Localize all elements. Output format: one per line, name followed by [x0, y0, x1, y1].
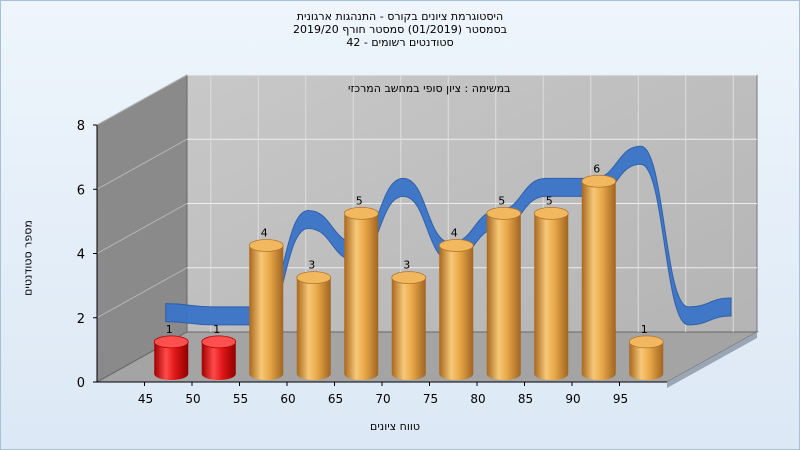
- y-tick-label: 6: [77, 183, 85, 198]
- bar-65-70: 5: [343, 194, 379, 380]
- bar-top: [533, 206, 569, 220]
- bar-value-label: 3: [403, 259, 410, 272]
- bar-95-100: 1: [628, 323, 664, 380]
- x-tick-label: 95: [613, 392, 628, 406]
- bar-60-65: 3: [296, 259, 332, 380]
- floor-edge: [667, 332, 757, 388]
- bar-body: [581, 181, 616, 380]
- gridline-side: [96, 267, 188, 319]
- bar-50-55: 1: [201, 323, 237, 380]
- x-tick-label: 60: [280, 392, 295, 406]
- bar-value-label: 1: [641, 323, 648, 336]
- bar-body: [154, 341, 189, 380]
- y-axis-label: מספר סטודנטים: [21, 220, 35, 296]
- bar-body: [486, 213, 521, 380]
- bar-body: [534, 213, 569, 380]
- bar-body: [439, 245, 474, 380]
- gridline-side: [96, 203, 188, 254]
- bar-top: [153, 335, 189, 349]
- bar-70-75: 3: [391, 259, 427, 380]
- title-line-1: היסטוגרמת ציונים בקורס - התנהגות ארגונית: [296, 10, 504, 23]
- x-tick-label: 55: [233, 392, 248, 406]
- bar-80-85: 5: [486, 194, 522, 380]
- bar-top: [296, 271, 332, 285]
- y-tick-label: 8: [77, 119, 85, 134]
- chart-title: במשימה : ציון סופי במחשב המרכזי: [348, 82, 511, 95]
- title-line-3: סטודנטים רשומים - 42: [346, 36, 454, 49]
- bar-body: [344, 213, 379, 380]
- bar-top: [391, 271, 427, 285]
- bar-85-90: 5: [533, 194, 569, 380]
- x-tick-label: 65: [328, 392, 343, 406]
- x-tick-label: 50: [185, 392, 200, 406]
- bar-body: [249, 245, 284, 380]
- y-tick-label: 0: [77, 376, 85, 391]
- bar-top: [486, 206, 522, 220]
- x-tick-label: 75: [423, 392, 438, 406]
- title-line-2: בסמסטר (01/2019) סמסטר חורף 2019/20: [293, 23, 507, 36]
- bar-value-label: 5: [356, 194, 363, 207]
- bar-top: [343, 206, 379, 220]
- bar-top: [628, 335, 664, 349]
- y-tick-label: 4: [77, 248, 85, 263]
- gridline-side: [96, 138, 188, 190]
- x-tick-label: 45: [138, 392, 153, 406]
- bar-45-50: 1: [153, 323, 189, 380]
- gridline-side: [96, 74, 188, 126]
- bar-value-label: 4: [261, 227, 268, 240]
- bar-body: [391, 277, 426, 380]
- bar-value-label: 1: [166, 323, 173, 336]
- bar-body: [201, 341, 236, 380]
- bar-55-60: 4: [248, 227, 284, 380]
- chart-titles: היסטוגרמת ציונים בקורס - התנהגות ארגונית…: [0, 10, 800, 49]
- bar-top: [438, 239, 474, 252]
- bar-value-label: 5: [498, 194, 505, 207]
- x-tick-label: 90: [565, 392, 580, 406]
- x-tick-label: 80: [470, 392, 485, 406]
- bar-75-80: 4: [438, 227, 474, 380]
- x-tick-label: 70: [375, 392, 390, 406]
- bar-body: [629, 341, 664, 380]
- y-tick-label: 2: [77, 312, 85, 327]
- bar-value-label: 4: [451, 227, 458, 240]
- x-tick-label: 85: [518, 392, 533, 406]
- bar-90-95: 6: [581, 162, 617, 380]
- bar-value-label: 3: [308, 259, 315, 272]
- bar-top: [201, 335, 237, 349]
- bar-value-label: 5: [546, 194, 553, 207]
- bar-value-label: 6: [593, 162, 600, 175]
- bar-value-label: 1: [213, 323, 220, 336]
- bar-top: [581, 174, 617, 188]
- bar-body: [296, 277, 331, 380]
- x-axis-label: טווח ציונים: [370, 420, 420, 433]
- bar-top: [248, 239, 284, 252]
